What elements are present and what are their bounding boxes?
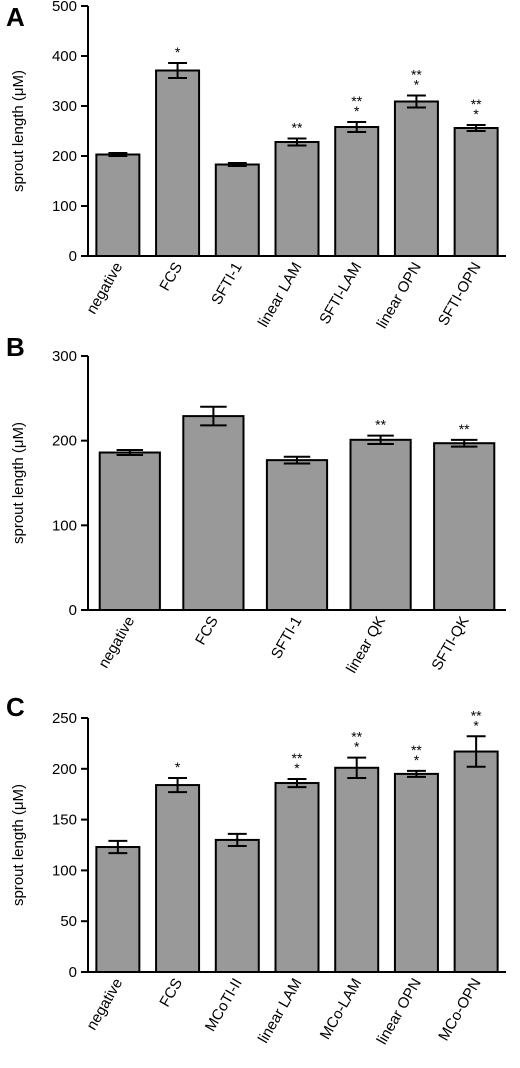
- significance-marker: *: [473, 106, 479, 122]
- bar: [453, 750, 499, 974]
- x-tick-label: linear OPN: [373, 260, 424, 332]
- x-tick-label: linear LAM: [255, 260, 306, 331]
- y-tick-label: 200: [52, 148, 77, 165]
- y-tick-label: 400: [52, 48, 77, 65]
- y-tick-label: 0: [69, 602, 77, 619]
- x-tick-label: SFTI-LAM: [316, 260, 365, 328]
- bar: [334, 766, 380, 973]
- y-tick-label: 250: [52, 710, 77, 727]
- x-tick-label: linear QK: [343, 614, 389, 677]
- significance-marker: **: [292, 750, 303, 766]
- y-tick-label: 0: [69, 248, 77, 265]
- panel-letter: C: [6, 692, 25, 722]
- bar: [182, 415, 245, 612]
- x-tick-label: FCS: [156, 976, 186, 1010]
- bar: [214, 838, 260, 973]
- significance-marker: **: [292, 120, 303, 136]
- y-tick-label: 150: [52, 812, 77, 829]
- bar: [393, 772, 439, 973]
- x-tick-label: MCo-OPN: [435, 976, 484, 1044]
- significance-marker: *: [354, 103, 360, 119]
- y-tick-label: 100: [52, 517, 77, 534]
- significance-marker: *: [473, 717, 479, 733]
- y-tick-label: 100: [52, 862, 77, 879]
- x-tick-label: linear OPN: [373, 976, 424, 1048]
- x-tick-label: MCoTI-II: [202, 976, 246, 1035]
- bar: [155, 69, 201, 257]
- y-axis-label: sprout length (μM): [10, 70, 27, 192]
- significance-marker: *: [294, 760, 300, 776]
- bar: [393, 100, 439, 257]
- y-tick-label: 200: [52, 761, 77, 778]
- bar: [334, 126, 380, 257]
- bar: [349, 438, 412, 611]
- y-tick-label: 50: [60, 913, 77, 930]
- significance-marker: *: [175, 759, 181, 775]
- significance-marker: **: [411, 67, 422, 83]
- significance-marker: **: [375, 417, 386, 433]
- y-tick-label: 0: [69, 964, 77, 981]
- x-tick-label: SFTI-OPN: [435, 260, 485, 329]
- x-tick-label: MCo-LAM: [317, 976, 365, 1043]
- x-tick-label: SFTI-QK: [428, 614, 472, 674]
- significance-marker: *: [414, 77, 420, 93]
- bar: [433, 442, 496, 611]
- significance-marker: **: [471, 707, 482, 723]
- bar: [98, 451, 161, 611]
- x-tick-label: negative: [95, 614, 138, 672]
- y-tick-label: 300: [52, 98, 77, 115]
- significance-marker: **: [471, 96, 482, 112]
- significance-marker: **: [459, 421, 470, 437]
- y-axis-label: sprout length (μM): [10, 422, 27, 544]
- x-tick-label: negative: [83, 260, 126, 318]
- bar: [265, 459, 329, 612]
- x-tick-label: linear LAM: [255, 976, 306, 1047]
- significance-marker: *: [354, 739, 360, 755]
- y-tick-label: 100: [52, 198, 77, 215]
- y-tick-label: 300: [52, 348, 77, 365]
- significance-marker: **: [351, 729, 362, 745]
- bar: [214, 163, 260, 257]
- panel-letter: A: [6, 2, 25, 32]
- x-tick-label: negative: [83, 976, 126, 1034]
- bar: [274, 141, 320, 257]
- bar: [453, 127, 499, 257]
- x-tick-label: FCS: [156, 260, 186, 294]
- y-axis-label: sprout length (μM): [10, 784, 27, 906]
- x-tick-label: FCS: [192, 614, 222, 648]
- significance-marker: *: [175, 44, 181, 60]
- significance-marker: **: [411, 742, 422, 758]
- significance-marker: **: [351, 93, 362, 109]
- bar: [95, 153, 141, 257]
- panel-letter: B: [6, 332, 25, 362]
- y-tick-label: 200: [52, 433, 77, 450]
- x-tick-label: SFTI-1: [208, 260, 246, 308]
- significance-marker: *: [414, 752, 420, 768]
- x-tick-label: SFTI-1: [268, 614, 306, 662]
- bar: [95, 846, 141, 973]
- y-tick-label: 500: [52, 0, 77, 15]
- bar: [155, 784, 201, 974]
- bar: [274, 782, 320, 973]
